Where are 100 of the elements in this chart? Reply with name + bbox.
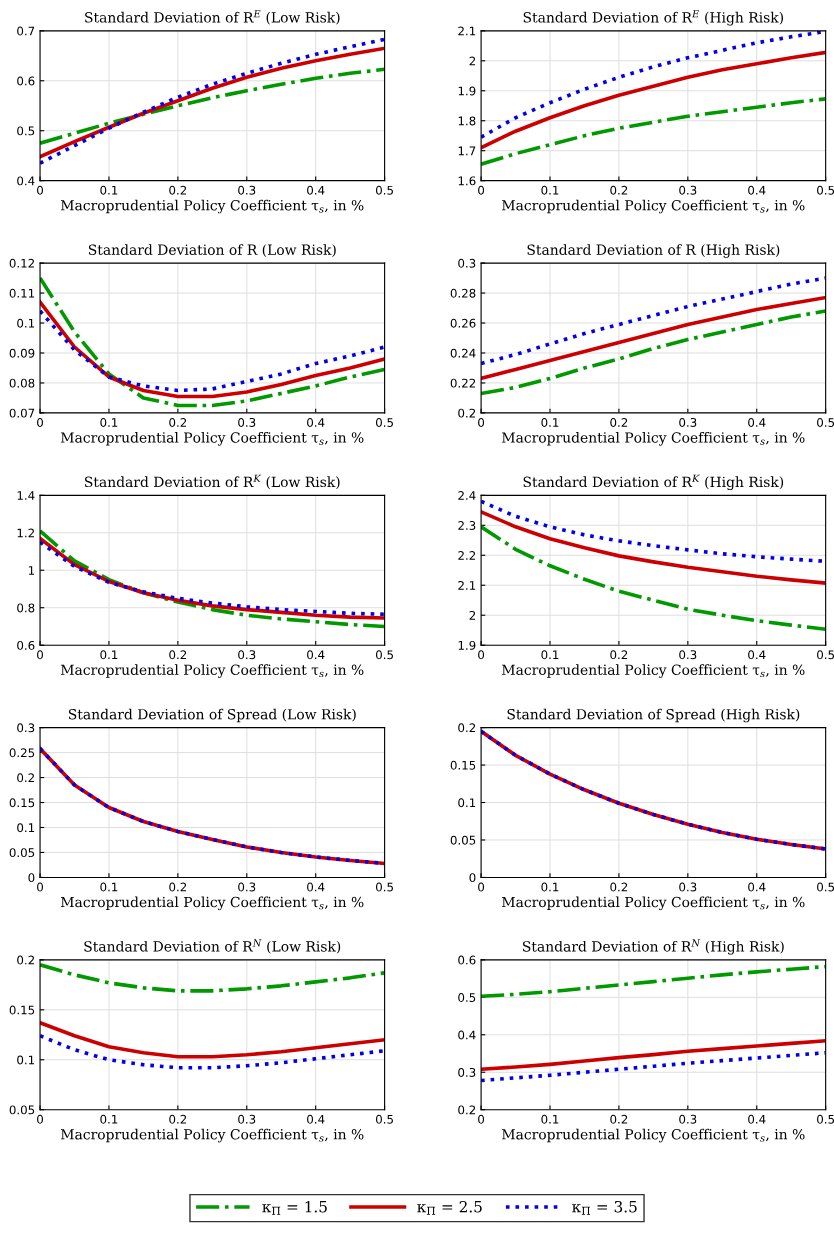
x-tick-label: 0.5 bbox=[376, 418, 393, 427]
y-tick-label: 0.22 bbox=[450, 378, 476, 388]
x-tick-label: 0.4 bbox=[307, 650, 325, 660]
y-tick-label: 0.5 bbox=[458, 993, 476, 1002]
y-tick-label: 0.05 bbox=[9, 1105, 35, 1115]
line-series bbox=[481, 276, 826, 366]
x-axis-title: Macroprudential Policy Coefficient τ$_{s}$, in % bbox=[502, 664, 805, 678]
line-series bbox=[40, 276, 385, 408]
y-tick-label: 0 bbox=[469, 873, 476, 883]
y-tick-label: 0.2 bbox=[458, 408, 476, 418]
y-tick-label: 0.2 bbox=[458, 723, 476, 733]
y-tick-label: 1.9 bbox=[458, 640, 476, 650]
x-axis-title: Macroprudential Policy Coefficient τ$_{s}$, in % bbox=[502, 1128, 805, 1143]
y-tick-label: 0.08 bbox=[9, 378, 35, 388]
y-tick-label: 0.4 bbox=[458, 1030, 476, 1040]
y-tick-label: 0.6 bbox=[458, 955, 476, 965]
x-tick-label: 0.1 bbox=[541, 185, 559, 195]
line-series bbox=[40, 529, 385, 629]
x-tick-label: 0.1 bbox=[100, 185, 118, 195]
x-axis-title: Macroprudential Policy Coefficient τ$_{s}$, in % bbox=[61, 199, 364, 214]
x-tick-label: 0 bbox=[478, 882, 485, 892]
y-tick-label: 0 bbox=[28, 873, 35, 883]
x-tick-label: 0.2 bbox=[610, 418, 628, 427]
y-tick-label: 1.7 bbox=[458, 146, 476, 156]
x-tick-label: 0.3 bbox=[238, 882, 256, 892]
y-tick-label: 0.3 bbox=[458, 1067, 476, 1077]
y-tick-label: 0.28 bbox=[450, 288, 476, 298]
y-tick-label: 0.25 bbox=[9, 748, 35, 758]
chart-title: Standard Deviation of R$^{E}$ (Low Risk) bbox=[85, 10, 340, 25]
x-tick-label: 0.4 bbox=[748, 1114, 766, 1124]
y-tick-label: 2.1 bbox=[458, 26, 476, 36]
x-axis-title: Macroprudential Policy Coefficient τ$_{s}$, in % bbox=[61, 1128, 364, 1143]
x-tick-label: 0.5 bbox=[376, 1114, 393, 1124]
y-tick-label: 0.09 bbox=[9, 348, 35, 358]
x-tick-label: 0.5 bbox=[376, 882, 393, 892]
line-series bbox=[481, 525, 826, 632]
x-tick-label: 0 bbox=[37, 882, 43, 892]
line-series bbox=[481, 964, 826, 998]
x-tick-label: 0.5 bbox=[817, 185, 834, 195]
x-tick-label: 0 bbox=[37, 650, 43, 660]
x-tick-label: 0.1 bbox=[541, 418, 559, 427]
chart-title: Standard Deviation of R (High Risk) bbox=[527, 244, 780, 258]
y-tick-label: 1.6 bbox=[458, 176, 476, 186]
x-tick-label: 0.4 bbox=[748, 185, 766, 195]
y-tick-label: 0.6 bbox=[17, 640, 35, 650]
x-tick-label: 0.1 bbox=[100, 882, 118, 892]
x-tick-label: 0.3 bbox=[238, 1114, 256, 1124]
y-tick-label: 1.4 bbox=[17, 491, 35, 500]
y-tick-label: 2 bbox=[469, 610, 476, 620]
y-tick-label: 0.8 bbox=[17, 603, 35, 613]
y-tick-label: 0.7 bbox=[17, 26, 35, 36]
line-series bbox=[481, 295, 826, 381]
x-tick-label: 0.1 bbox=[541, 1114, 559, 1124]
y-tick-label: 2.2 bbox=[458, 551, 476, 560]
y-tick-label: 0.12 bbox=[9, 258, 34, 268]
x-tick-label: 0.5 bbox=[817, 650, 834, 660]
line-series bbox=[40, 67, 385, 146]
legend-label: κ$_{Π}$ = 2.5 bbox=[417, 1200, 482, 1215]
y-tick-label: 0.1 bbox=[17, 823, 35, 833]
line-series bbox=[40, 1033, 385, 1070]
x-tick-label: 0.4 bbox=[748, 650, 766, 660]
x-tick-label: 0.5 bbox=[817, 418, 834, 427]
x-tick-label: 0.2 bbox=[169, 185, 187, 195]
line-series bbox=[481, 510, 826, 585]
x-tick-label: 0.2 bbox=[610, 882, 628, 892]
chart-title: Standard Deviation of R$^{K}$ (High Risk) bbox=[523, 474, 784, 491]
x-tick-label: 0.2 bbox=[169, 418, 187, 427]
chart-title: Standard Deviation of R$^{K}$ (Low Risk) bbox=[85, 474, 340, 490]
y-tick-label: 0.15 bbox=[9, 798, 35, 808]
y-tick-label: 0.2 bbox=[17, 773, 34, 783]
y-tick-label: 2 bbox=[469, 56, 476, 66]
y-tick-label: 0.15 bbox=[450, 760, 476, 770]
line-series bbox=[40, 963, 385, 993]
chart-title: Standard Deviation of Spread (Low Risk) bbox=[68, 708, 356, 723]
x-tick-label: 0.4 bbox=[307, 418, 325, 427]
x-tick-label: 0.4 bbox=[307, 1114, 325, 1124]
y-tick-label: 0.6 bbox=[17, 76, 35, 86]
x-axis-title: Macroprudential Policy Coefficient τ$_{s}$, in % bbox=[502, 896, 805, 911]
y-tick-label: 0.15 bbox=[9, 1005, 35, 1015]
x-tick-label: 0.5 bbox=[817, 1114, 834, 1124]
y-tick-label: 0.1 bbox=[17, 1055, 35, 1065]
x-axis-title: Macroprudential Policy Coefficient τ$_{s}$, in % bbox=[502, 431, 805, 446]
x-tick-label: 0 bbox=[37, 418, 43, 427]
x-tick-label: 0.1 bbox=[100, 418, 118, 427]
y-tick-label: 0.26 bbox=[450, 318, 476, 328]
x-tick-label: 0.1 bbox=[541, 882, 559, 892]
x-tick-label: 0.3 bbox=[238, 650, 256, 660]
x-axis-title: Macroprudential Policy Coefficient τ$_{s}$, in % bbox=[61, 664, 364, 678]
x-tick-label: 0 bbox=[37, 1114, 43, 1124]
x-tick-label: 0.3 bbox=[679, 650, 697, 660]
y-tick-label: 1 bbox=[28, 566, 35, 575]
chart-title: Standard Deviation of R$^{N}$ (High Risk) bbox=[523, 939, 784, 955]
x-tick-label: 0 bbox=[37, 185, 43, 195]
x-axis-title: Macroprudential Policy Coefficient τ$_{s}$, in % bbox=[61, 896, 364, 911]
line-series bbox=[481, 1050, 826, 1083]
y-tick-label: 1.2 bbox=[17, 528, 34, 538]
x-tick-label: 0.2 bbox=[610, 185, 628, 195]
x-tick-label: 0.5 bbox=[817, 882, 834, 892]
x-tick-label: 0.2 bbox=[169, 650, 187, 660]
x-axis-title: Macroprudential Policy Coefficient τ$_{s}$, in % bbox=[502, 199, 805, 214]
